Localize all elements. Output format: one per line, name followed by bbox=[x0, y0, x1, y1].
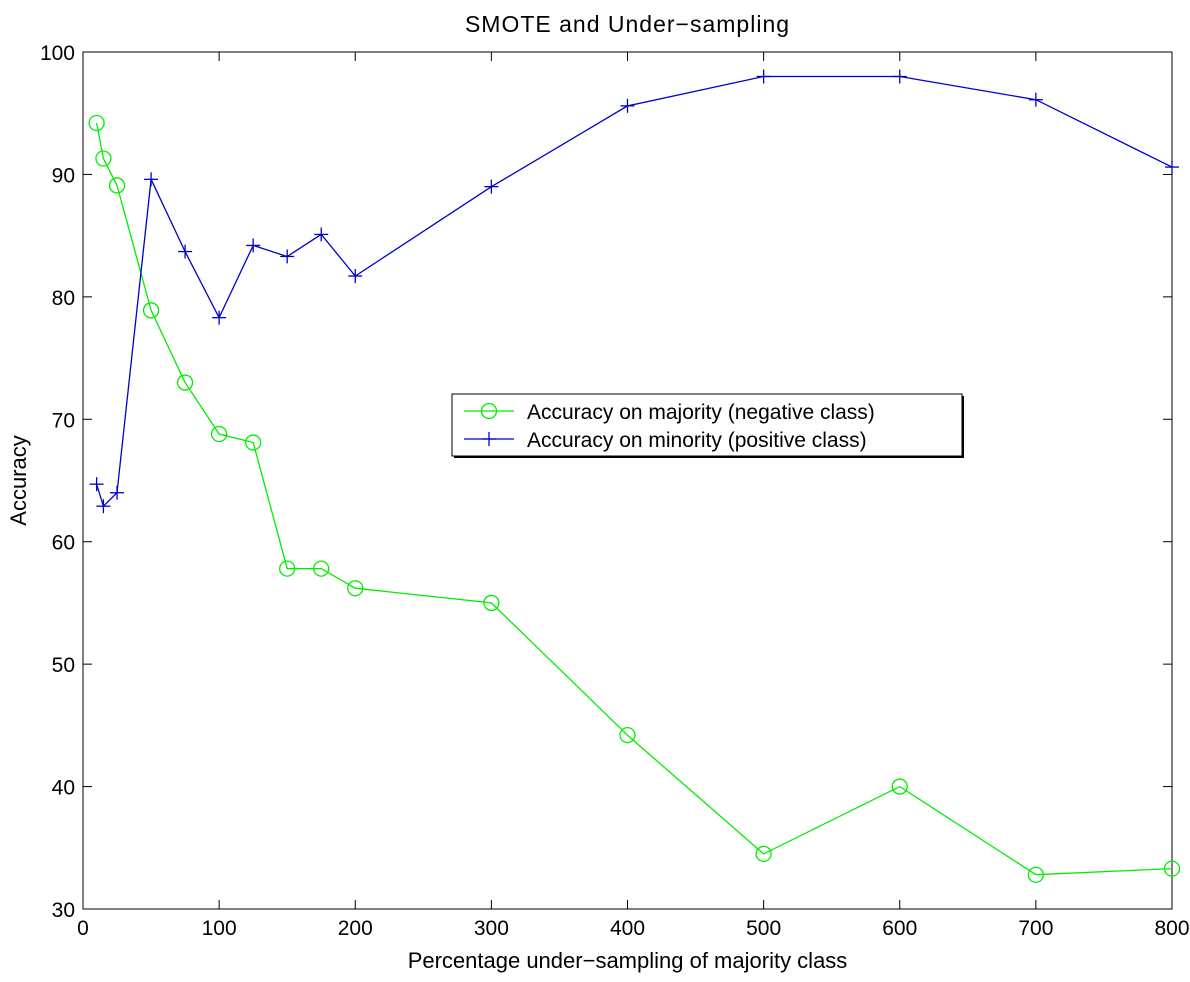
data-point bbox=[176, 374, 194, 391]
data-point bbox=[483, 594, 500, 612]
data-point bbox=[142, 302, 160, 319]
x-tick-label: 200 bbox=[338, 917, 373, 940]
data-point bbox=[144, 172, 159, 187]
series-layer bbox=[88, 69, 1181, 883]
x-tick-label: 100 bbox=[202, 917, 237, 940]
y-tick-label: 30 bbox=[52, 899, 75, 922]
y-tick-label: 50 bbox=[52, 654, 75, 677]
data-point bbox=[279, 560, 296, 577]
series-1 bbox=[88, 114, 1181, 883]
data-point bbox=[110, 485, 125, 500]
y-tick-label: 90 bbox=[52, 164, 75, 187]
y-tick-label: 80 bbox=[52, 287, 75, 310]
data-point bbox=[178, 244, 193, 259]
data-point bbox=[245, 434, 262, 451]
data-point bbox=[314, 227, 329, 242]
data-point bbox=[246, 238, 261, 253]
data-point bbox=[212, 310, 227, 325]
x-tick-label: 700 bbox=[1018, 917, 1053, 940]
legend-marker bbox=[480, 402, 498, 420]
series-line bbox=[95, 122, 1173, 876]
y-tick-label: 60 bbox=[52, 532, 75, 555]
data-point bbox=[891, 778, 908, 795]
chart-title: SMOTE and Under−sampling bbox=[465, 11, 790, 37]
data-point bbox=[620, 98, 635, 113]
data-point bbox=[1163, 860, 1181, 877]
plot-frame bbox=[82, 51, 1173, 910]
x-tick-label: 600 bbox=[882, 917, 917, 940]
data-point bbox=[1027, 866, 1045, 883]
series-line bbox=[95, 75, 1173, 508]
x-tick-label: 0 bbox=[77, 917, 89, 940]
x-tick-label: 500 bbox=[746, 917, 781, 940]
data-point bbox=[95, 150, 112, 167]
series-2 bbox=[89, 69, 1179, 514]
data-point bbox=[892, 69, 907, 84]
legend-label: Accuracy on minority (positive class) bbox=[527, 429, 867, 452]
data-point bbox=[108, 177, 126, 194]
data-point bbox=[756, 69, 771, 84]
legend-label: Accuracy on majority (negative class) bbox=[527, 401, 875, 424]
x-tick-label: 800 bbox=[1154, 917, 1189, 940]
y-tick-label: 100 bbox=[40, 42, 75, 65]
x-tick-label: 300 bbox=[474, 917, 509, 940]
data-point bbox=[280, 249, 295, 264]
y-tick-label: 70 bbox=[52, 409, 75, 432]
data-point bbox=[210, 425, 228, 443]
data-point bbox=[347, 580, 364, 597]
data-point bbox=[96, 499, 111, 514]
legend: Accuracy on majority (negative class) Acc… bbox=[451, 393, 964, 458]
data-point bbox=[1028, 92, 1043, 107]
data-point bbox=[484, 179, 499, 194]
x-axis-label: Percentage under−sampling of majority cl… bbox=[408, 948, 848, 973]
y-tick-label: 40 bbox=[52, 777, 75, 800]
data-point bbox=[89, 477, 104, 492]
data-point bbox=[348, 269, 363, 284]
data-point bbox=[755, 845, 772, 863]
y-axis-label: Accuracy bbox=[6, 435, 31, 525]
data-point bbox=[619, 727, 636, 744]
data-point bbox=[1165, 160, 1179, 175]
data-point bbox=[313, 560, 330, 577]
axis-ticks: 0 100 200 300 400 500 600 700 800 30 40 50 60 70 80 90 1… bbox=[40, 42, 1190, 940]
x-tick-label: 400 bbox=[610, 917, 645, 940]
legend-box bbox=[451, 393, 963, 457]
legend-marker bbox=[482, 432, 496, 446]
data-point bbox=[88, 114, 105, 132]
